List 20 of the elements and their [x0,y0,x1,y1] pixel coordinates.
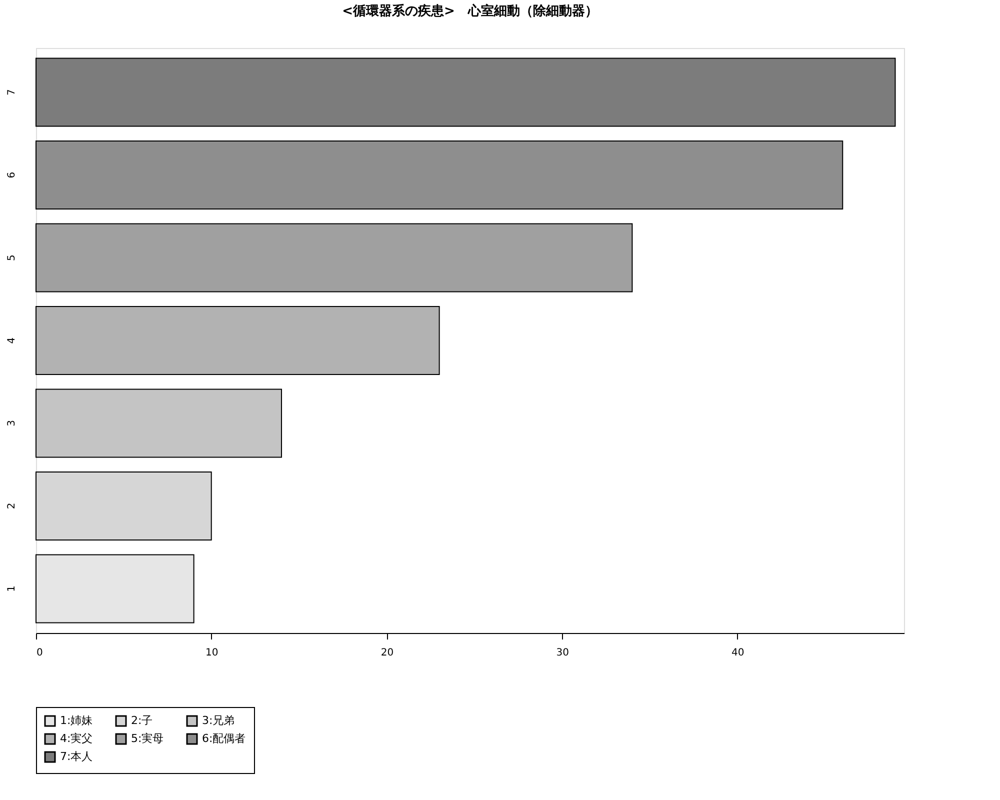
legend-label: 6:配偶者 [202,732,246,745]
x-tick-label: 0 [36,648,43,658]
legend-label: 4:実父 [60,732,93,745]
y-tick-label: 7 [6,89,18,96]
y-tick-label: 4 [6,337,18,344]
y-tick-label: 5 [6,254,18,261]
x-tick-label: 40 [732,648,744,658]
chart-title: <循環器系の疾患> 心室細動（除細動器） [342,3,598,19]
legend-label: 2:子 [131,714,153,727]
legend-label: 7:本人 [60,750,93,763]
x-tick-label: 30 [556,648,569,658]
legend-label: 1:姉妹 [60,714,93,727]
y-tick-label: 6 [6,172,18,178]
y-tick-label: 1 [6,586,18,592]
x-tick-label: 20 [380,648,394,658]
y-tick-label: 3 [6,420,18,426]
legend-label: 3:兄弟 [202,714,235,727]
x-tick-label: 10 [205,648,218,658]
y-tick-label: 2 [6,502,18,510]
legend-label: 5:実母 [131,732,164,745]
